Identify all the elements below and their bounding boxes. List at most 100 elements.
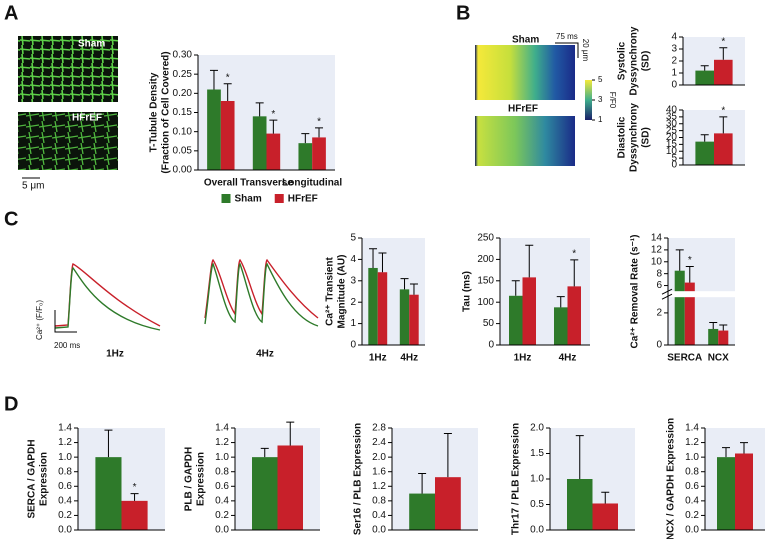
y-axis-label: Dyssynchrony xyxy=(629,103,640,172)
y-axis-label: Expression xyxy=(196,452,207,506)
y-tick-label: 40 xyxy=(666,105,678,116)
error-bar xyxy=(700,65,709,71)
scale-label: 5 μm xyxy=(22,181,44,192)
y-tick-label: 1 xyxy=(671,68,677,79)
axes xyxy=(234,428,320,531)
bar xyxy=(377,272,388,345)
linescan xyxy=(475,116,575,166)
error-bar xyxy=(675,249,684,271)
bar xyxy=(207,89,221,170)
y-tick-label: 0.4 xyxy=(372,510,386,521)
scale-label: 75 ms xyxy=(556,32,578,41)
error-bar xyxy=(378,252,387,273)
panel-label: D xyxy=(4,393,18,415)
error-bar xyxy=(209,69,218,90)
y-tick-label: 4 xyxy=(671,32,677,43)
error-bar xyxy=(556,296,565,308)
x-tick-label: Overall xyxy=(204,178,238,189)
bar xyxy=(409,294,419,345)
y-axis-label: Ser16 / PLB Expression xyxy=(353,423,364,535)
y-tick-label: 2 xyxy=(671,56,677,67)
micrograph xyxy=(18,112,118,170)
scale-bar xyxy=(54,310,77,333)
y-tick-label: 1.5 xyxy=(530,448,544,459)
bar xyxy=(399,289,410,345)
y-tick-label: 0.0 xyxy=(215,525,229,536)
bar xyxy=(695,70,714,85)
y-axis-label: (Fraction of Cell Covered) xyxy=(161,51,172,173)
bar xyxy=(708,328,719,345)
y-tick-label: 0.2 xyxy=(685,510,699,521)
error-bar xyxy=(260,447,269,458)
y-tick-label: 1.0 xyxy=(215,452,229,463)
y-tick-label: 0 xyxy=(671,80,677,91)
colorbar-label: F/F0 xyxy=(608,92,617,109)
y-axis-label: (SD) xyxy=(641,51,652,72)
y-tick-label: 0 xyxy=(656,340,662,351)
axes xyxy=(704,428,765,531)
axes xyxy=(77,428,165,531)
y-axis-label: Tau (ms) xyxy=(462,271,473,312)
error-bar xyxy=(719,324,728,331)
error-bar xyxy=(740,442,748,454)
bar xyxy=(252,116,267,170)
legend-swatch xyxy=(274,194,284,203)
x-tick-label: NCX xyxy=(708,353,729,364)
error-bar xyxy=(700,134,709,142)
x-tick-label: 4Hz xyxy=(400,353,418,364)
x-tick-label: SERCA xyxy=(667,353,702,364)
colorbar-tick-label: 3 xyxy=(598,95,603,104)
y-tick-label: 1.2 xyxy=(215,437,229,448)
y-tick-label: 0.8 xyxy=(58,466,72,477)
y-tick-label: 4 xyxy=(350,254,356,265)
y-tick-label: 0 xyxy=(488,340,494,351)
y-tick-label: 3 xyxy=(350,275,356,286)
axes xyxy=(499,238,590,346)
y-tick-label: 0.0 xyxy=(372,525,386,536)
y-tick-label: 14 xyxy=(651,233,663,244)
y-axis-label: Dyssynchrony xyxy=(629,26,640,95)
y-tick-label: 1.2 xyxy=(685,437,699,448)
y-tick-label: 0 xyxy=(350,340,356,351)
y-tick-label: 1 xyxy=(350,318,356,329)
y-tick-label: 12 xyxy=(651,245,663,256)
scale-label: 20 μm xyxy=(581,39,590,62)
image-label: HFrEF xyxy=(72,113,102,124)
y-tick-label: 15 xyxy=(666,139,678,150)
panel-label: C xyxy=(4,208,18,230)
y-tick-label: 5 xyxy=(350,233,356,244)
bar xyxy=(409,493,435,530)
y-tick-label: 0.8 xyxy=(215,466,229,477)
y-axis-label: Diastolic xyxy=(617,116,628,158)
error-bar xyxy=(719,47,728,60)
bar xyxy=(266,133,281,170)
y-tick-label: 5 xyxy=(671,153,677,164)
y-tick-label: 0.05 xyxy=(173,145,193,156)
legend-swatch xyxy=(221,194,231,203)
y-tick-label: 3 xyxy=(671,44,677,55)
x-tick-label: 1Hz xyxy=(514,353,532,364)
bar xyxy=(735,453,753,530)
legend-label: Sham xyxy=(235,194,262,205)
error-bar xyxy=(223,83,232,101)
panel-label: B xyxy=(456,2,470,24)
significance-marker: * xyxy=(721,106,725,117)
y-tick-label: 250 xyxy=(477,233,494,244)
bar xyxy=(714,59,733,85)
y-tick-label: 0.5 xyxy=(530,499,544,510)
axes xyxy=(197,55,335,171)
bar xyxy=(717,457,735,530)
scale-label: 200 ms xyxy=(54,341,80,350)
y-tick-label: 1.6 xyxy=(372,466,386,477)
significance-marker: * xyxy=(271,109,275,120)
x-tick-label: 4Hz xyxy=(559,353,577,364)
y-axis-label: Ca²⁺ Transient xyxy=(325,257,336,326)
bar xyxy=(592,503,618,530)
y-tick-label: 20 xyxy=(666,132,678,143)
axes xyxy=(667,238,735,346)
bar xyxy=(718,330,729,345)
y-tick-label: 0.0 xyxy=(530,525,544,536)
y-axis-label: Thr17 / PLB Expression xyxy=(511,423,522,535)
bar xyxy=(567,286,581,345)
